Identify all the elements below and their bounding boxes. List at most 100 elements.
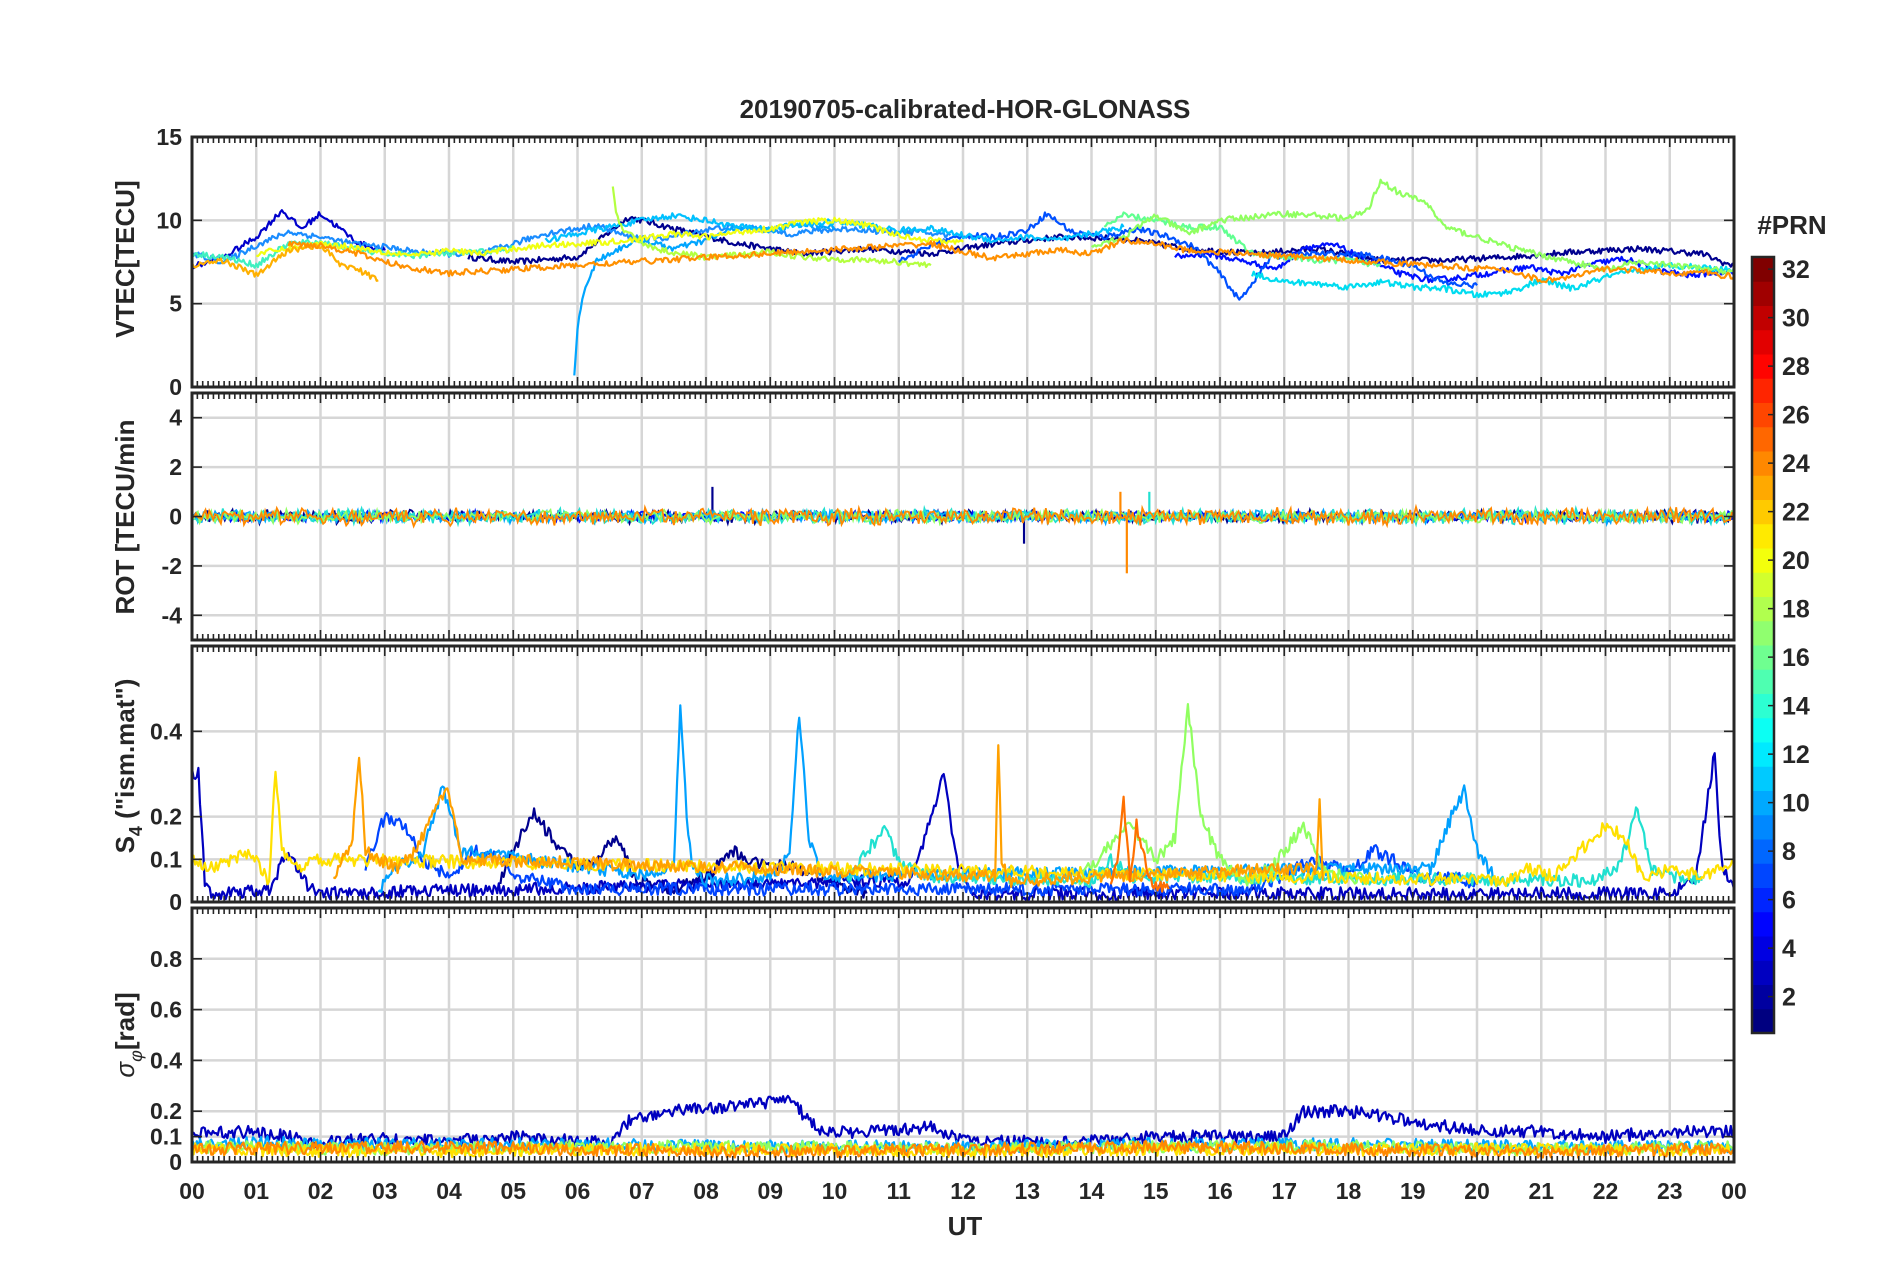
colorbar-swatch [1752, 378, 1774, 403]
y-tick-label: 0.1 [150, 846, 182, 872]
colorbar-swatch [1752, 281, 1774, 306]
colorbar-swatch [1752, 790, 1774, 816]
x-tick-label: 22 [1593, 1178, 1619, 1204]
y-tick-label: 0 [169, 504, 182, 530]
x-tick-label: 02 [308, 1178, 334, 1204]
x-tick-label: 00 [1721, 1178, 1747, 1204]
colorbar-tick-label: 26 [1782, 402, 1810, 430]
colorbar-tick-label: 22 [1782, 499, 1810, 527]
y-tick-label: 0 [169, 889, 182, 915]
x-tick-label: 03 [372, 1178, 398, 1204]
series-line-prn-20 [192, 770, 1734, 888]
y-tick-label: 0.4 [150, 1047, 182, 1073]
x-tick-label: 15 [1143, 1178, 1169, 1204]
y-tick-label: 10 [156, 207, 182, 233]
x-tick-label: 00 [179, 1178, 205, 1204]
series-line-prn-16 [1078, 702, 1369, 887]
x-tick-label: 11 [887, 1178, 912, 1204]
x-tick-label: 10 [822, 1178, 848, 1204]
colorbar-swatch [1752, 717, 1774, 743]
panel-vtec: 0 5 10 15 VTEC[TECU] [110, 124, 1736, 400]
colorbar-swatch [1752, 402, 1774, 428]
colorbar-swatch [1752, 839, 1774, 864]
x-tick-label: 13 [1014, 1178, 1040, 1204]
series-line-prn-22 [332, 744, 1324, 889]
x-tick-label: 23 [1657, 1178, 1683, 1204]
x-tick-label: 16 [1207, 1178, 1233, 1204]
colorbar-swatch [1752, 887, 1774, 913]
colorbar-swatch [1752, 451, 1774, 476]
series-line-prn-8 [192, 222, 952, 265]
colorbar-swatch [1752, 523, 1774, 549]
colorbar-swatch [1752, 742, 1774, 767]
colorbar-tick-label: 10 [1782, 790, 1810, 818]
x-tick-label: 20 [1464, 1178, 1490, 1204]
x-tick-label: 12 [950, 1178, 976, 1204]
colorbar-swatch [1752, 766, 1774, 791]
colorbar-swatch [1752, 620, 1774, 646]
x-tick-label: 14 [1079, 1178, 1105, 1204]
colorbar-tick-label: 28 [1782, 353, 1810, 381]
colorbar-swatch [1752, 257, 1774, 282]
y-tick-label: 0.1 [150, 1124, 182, 1150]
series-group-rot [192, 486, 1733, 574]
y-tick-label: 0 [169, 1149, 182, 1175]
y-tick-label: 0.2 [150, 804, 182, 830]
x-tick-label: 21 [1528, 1178, 1554, 1204]
panel-s4: 00.10.20.4S4 ("ism.mat") [110, 644, 1736, 915]
colorbar-tick-label: 6 [1782, 887, 1796, 915]
colorbar-swatch [1752, 669, 1774, 694]
x-tick-label: 07 [629, 1178, 655, 1204]
y-tick-label: 5 [169, 291, 182, 317]
y-axis-label-sigma_phi: σφ[rad] [110, 992, 146, 1077]
y-tick-label: 2 [169, 454, 182, 480]
y-tick-label: -4 [162, 602, 183, 628]
y-tick-label: 0.8 [150, 946, 182, 972]
y-tick-label: -2 [162, 553, 182, 579]
x-tick-label: 18 [1336, 1178, 1362, 1204]
colorbar-swatch [1752, 499, 1774, 525]
colorbar-tick-label: 14 [1782, 693, 1810, 721]
chart-title: 20190705-calibrated-HOR-GLONASS [740, 94, 1191, 124]
y-tick-label: 0 [169, 374, 182, 400]
colorbar-swatch [1752, 936, 1774, 961]
series-line-prn-23 [287, 236, 1734, 284]
colorbar-tick-label: 18 [1782, 596, 1810, 624]
colorbar-swatch [1752, 548, 1774, 573]
y-axis-label-subscript: 4 [126, 826, 146, 836]
x-tick-label: 04 [436, 1178, 462, 1204]
colorbar-swatch [1752, 475, 1774, 500]
x-tick-label: 08 [693, 1178, 719, 1204]
series-line-prn-19 [255, 216, 964, 258]
y-axis-label-rest: ("ism.mat") [110, 679, 140, 826]
series-line-prn-16 [1091, 178, 1734, 276]
colorbar-swatch [1752, 329, 1774, 355]
colorbar-swatch [1752, 645, 1774, 670]
colorbar-swatch [1752, 693, 1774, 719]
colorbar-tick-label: 32 [1782, 256, 1810, 284]
y-axis-label-rot: ROT [TECU/min [110, 420, 140, 615]
x-tick-label: 01 [243, 1178, 269, 1204]
series-line-prn-1 [467, 215, 1734, 268]
rot-series-prn-23 [192, 503, 1733, 529]
y-tick-label: 15 [156, 124, 182, 150]
colorbar-swatch [1752, 984, 1774, 1010]
colorbar-tick-label: 4 [1782, 935, 1796, 963]
x-tick-label: 05 [500, 1178, 526, 1204]
y-tick-label: 0.6 [150, 997, 182, 1023]
colorbar-tick-label: 8 [1782, 838, 1796, 866]
panel-sigma_phi: 00.10.20.40.60.8σφ[rad]00 01 02 03 04 05 06 07 0… [110, 906, 1747, 1204]
colorbar-swatch [1752, 354, 1774, 379]
colorbar-swatch [1752, 596, 1774, 622]
series-line-prn-6 [897, 211, 1478, 301]
colorbar-swatch [1752, 426, 1774, 452]
y-axis-label-vtec: VTEC[TECU] [110, 180, 140, 337]
colorbar-swatch [1752, 305, 1774, 331]
x-tick-label: 19 [1400, 1178, 1426, 1204]
colorbar-tick-label: 24 [1782, 450, 1810, 478]
series-line-prn-17 [611, 186, 932, 269]
x-tick-label: 17 [1271, 1178, 1297, 1204]
